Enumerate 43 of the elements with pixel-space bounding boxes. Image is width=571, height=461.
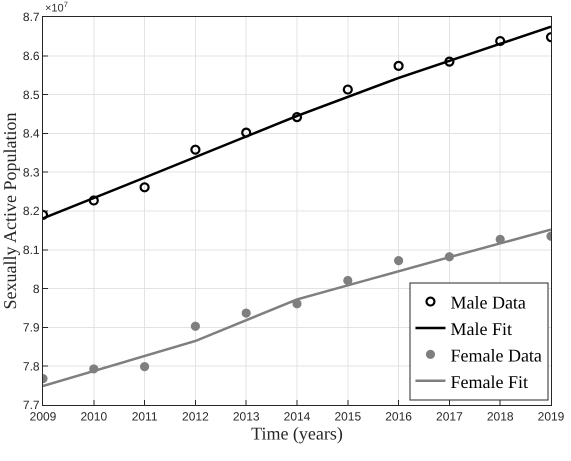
- y-tick-label: 8.3: [22, 165, 40, 180]
- x-tick-label: 2010: [80, 409, 108, 424]
- point: [242, 308, 251, 318]
- point: [88, 195, 99, 206]
- x-tick-label: 2015: [334, 409, 362, 424]
- x-tick-label: 2018: [486, 409, 514, 424]
- y-tick-label: 8: [32, 282, 40, 296]
- y-tick-label: 8.2: [22, 204, 40, 218]
- point: [241, 128, 252, 138]
- x-tick-label: 2013: [232, 409, 260, 424]
- y-tick-label: 8.5: [22, 88, 40, 102]
- point: [343, 276, 352, 286]
- point: [190, 322, 200, 331]
- point: [444, 56, 454, 67]
- y-tick-label: 8.1: [22, 243, 40, 257]
- legend-label: Male Fit: [450, 318, 512, 339]
- y-tick-label: 7.9: [22, 320, 40, 335]
- point: [394, 60, 404, 71]
- point: [190, 144, 200, 155]
- point: [292, 112, 302, 122]
- x-tick-label: 2016: [385, 409, 412, 424]
- y-tick-label: 8.4: [22, 126, 40, 141]
- x-tick-label: 2014: [284, 409, 311, 424]
- y-tick-label: 7.8: [22, 359, 40, 374]
- point: [140, 362, 150, 372]
- line-series: [43, 25, 551, 220]
- x-axis-title: Time (years): [251, 423, 343, 444]
- x-tick-label: 2011: [132, 409, 158, 424]
- point: [495, 36, 506, 46]
- x-tick-label: 2019: [538, 409, 565, 424]
- text: ×10$^{7}$: [45, 0, 68, 15]
- y-tick-label: 8.6: [22, 49, 40, 63]
- line-series: [43, 228, 551, 388]
- y-tick-label: 8.7: [22, 10, 40, 24]
- point: [342, 84, 353, 95]
- x-tick-label: 2012: [182, 409, 210, 424]
- legend-label: Female Data: [450, 345, 542, 366]
- y-axis-title: Sexually Active Population: [0, 112, 20, 310]
- point: [140, 182, 150, 192]
- point: [394, 256, 404, 266]
- legend-label: Male Data: [450, 292, 526, 313]
- legend-label: Female Fit: [450, 372, 528, 392]
- x-tick-label: 2017: [436, 409, 464, 424]
